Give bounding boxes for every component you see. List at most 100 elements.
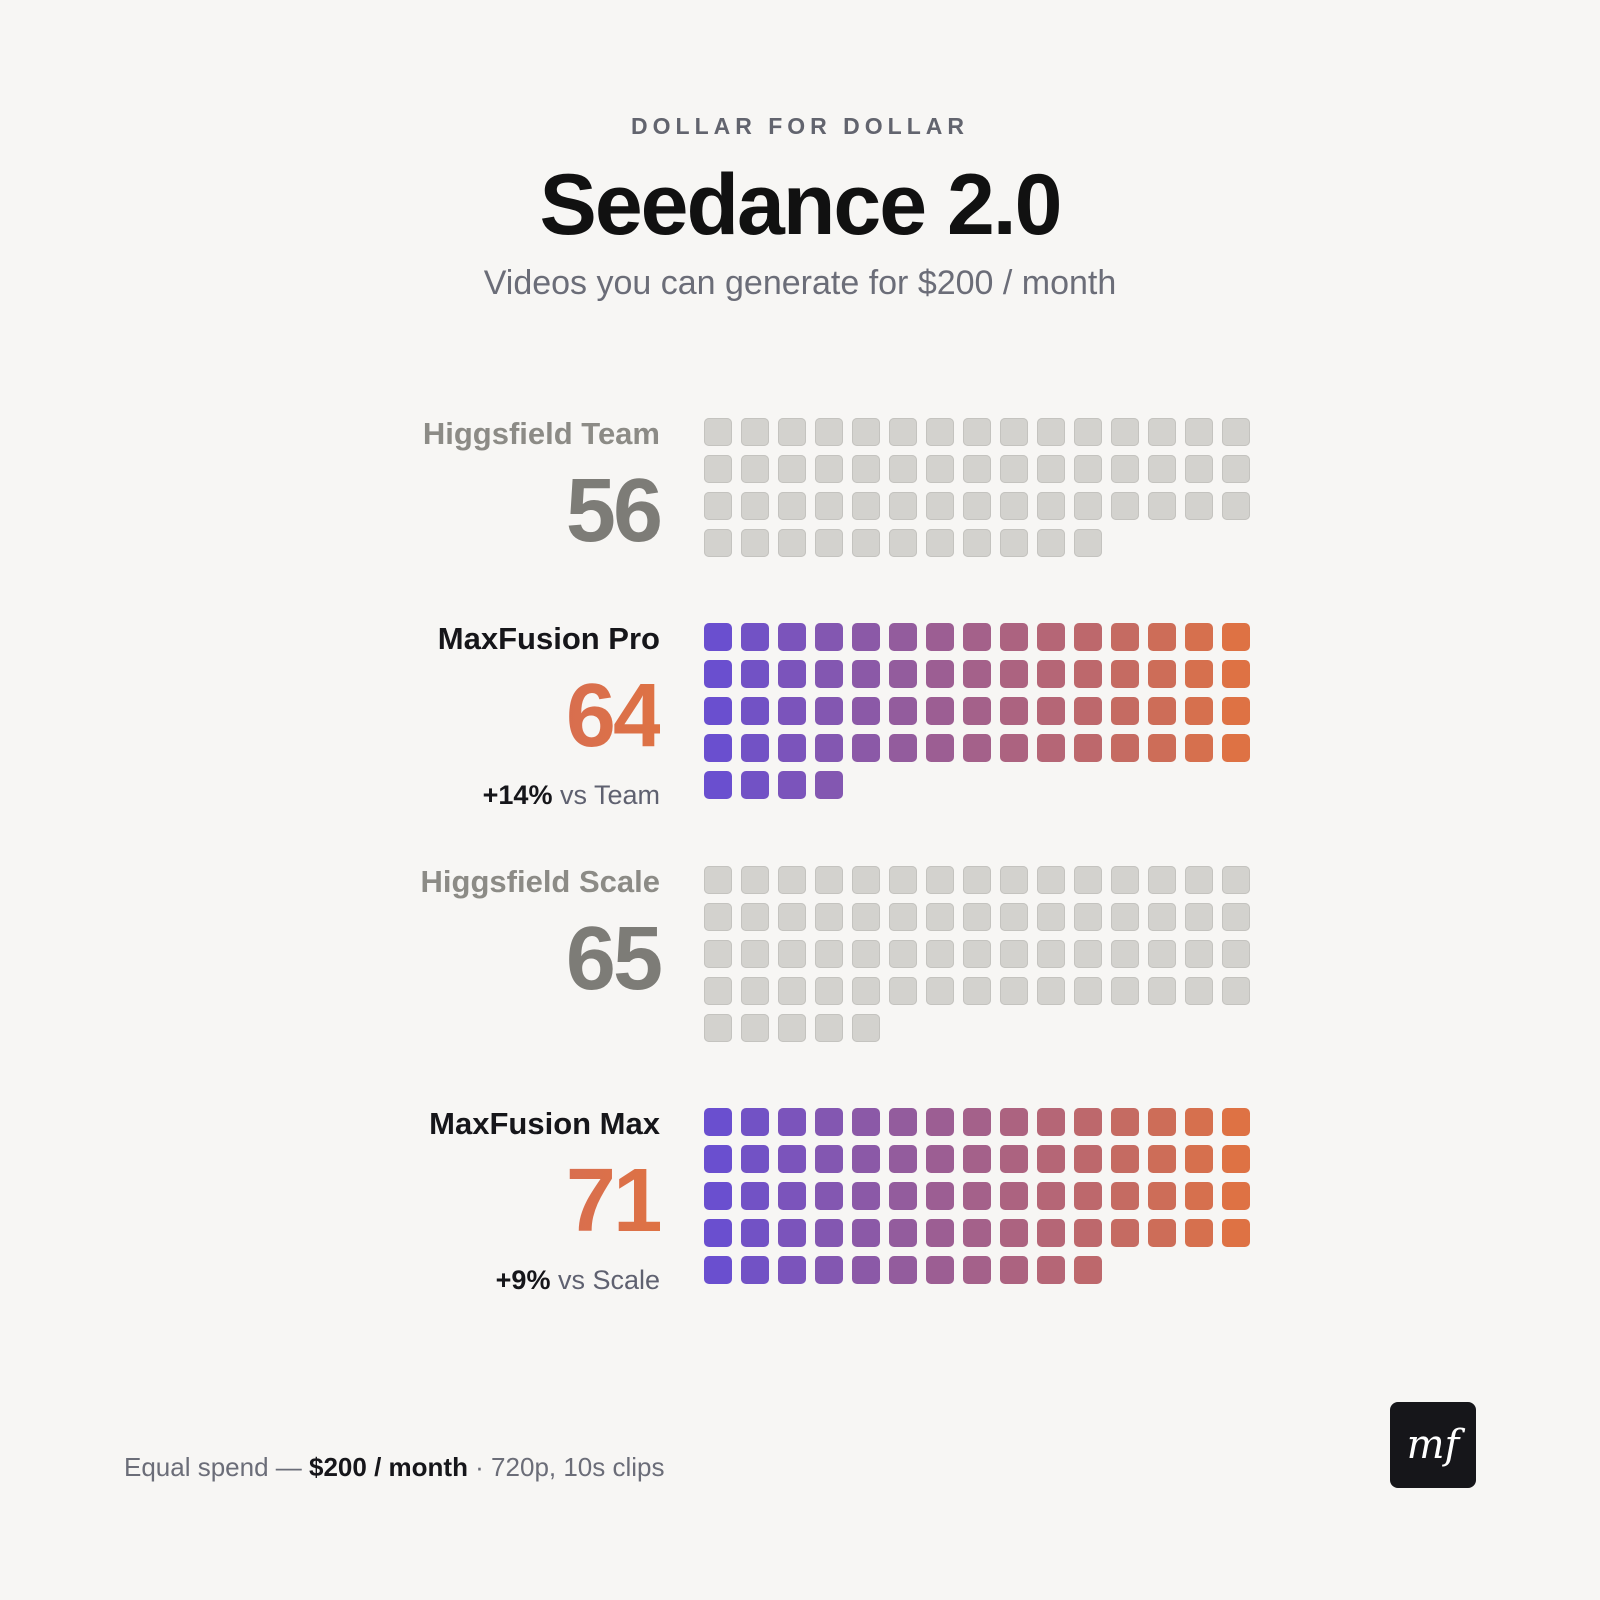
waffle-cell	[1222, 697, 1250, 725]
waffle-cell	[926, 1219, 954, 1247]
waffle-cell	[1185, 623, 1213, 651]
waffle-cell	[926, 1108, 954, 1136]
series-label: Higgsfield Team	[422, 416, 660, 451]
waffle-cell	[741, 1182, 769, 1210]
waffle-cell	[741, 1145, 769, 1173]
waffle-cell	[1222, 660, 1250, 688]
waffle-cell	[1074, 940, 1102, 968]
waffle-cell	[852, 866, 880, 894]
page-title: Seedance 2.0	[539, 157, 1062, 253]
eyebrow: DOLLAR FOR DOLLAR	[631, 113, 969, 139]
waffle-cell	[926, 977, 954, 1005]
waffle-cell	[889, 529, 917, 557]
waffle-cell	[1074, 1182, 1102, 1210]
waffle-cell	[741, 977, 769, 1005]
waffle-cell	[1222, 455, 1250, 483]
waffle-cell	[1074, 734, 1102, 762]
waffle-cell	[852, 697, 880, 725]
waffle-cell	[1148, 697, 1176, 725]
waffle-cell	[1037, 977, 1065, 1005]
waffle-cell	[963, 903, 991, 931]
waffle-cell	[1074, 1108, 1102, 1136]
waffle-cell	[926, 660, 954, 688]
waffle-cell	[815, 492, 843, 520]
waffle-cell	[1111, 1182, 1139, 1210]
waffle-cell	[815, 734, 843, 762]
waffle-cell	[889, 623, 917, 651]
waffle-cell	[1185, 977, 1213, 1005]
waffle-cell	[1037, 660, 1065, 688]
waffle-cell	[963, 734, 991, 762]
waffle-cell	[926, 455, 954, 483]
waffle-cell	[1148, 1219, 1176, 1247]
waffle-cell	[741, 1256, 769, 1284]
waffle-cell	[1000, 903, 1028, 931]
waffle-cell	[1000, 418, 1028, 446]
waffle-cell	[1222, 977, 1250, 1005]
waffle-cell	[704, 734, 732, 762]
comparison-delta: +14%	[482, 780, 553, 810]
waffle-cell	[852, 903, 880, 931]
waffle-cell	[1000, 623, 1028, 651]
waffle-cell	[1222, 866, 1250, 894]
waffle-cell	[815, 1182, 843, 1210]
waffle-cell	[889, 1256, 917, 1284]
waffle-cell	[1222, 734, 1250, 762]
series-label: Higgsfield Scale	[420, 864, 660, 899]
waffle-cell	[815, 697, 843, 725]
waffle-cell	[1148, 492, 1176, 520]
waffle-cell	[741, 1108, 769, 1136]
waffle-cell	[704, 1219, 732, 1247]
waffle-cell	[1111, 1145, 1139, 1173]
waffle-cell	[889, 903, 917, 931]
waffle-cell	[704, 455, 732, 483]
waffle-cell	[1074, 866, 1102, 894]
waffle-cell	[741, 771, 769, 799]
waffle-cell	[704, 940, 732, 968]
comparison-text: vs Scale	[550, 1265, 660, 1295]
waffle-cell	[1037, 418, 1065, 446]
waffle-cell	[778, 492, 806, 520]
waffle-cell	[704, 1182, 732, 1210]
comparison-text: vs Team	[552, 780, 660, 810]
waffle-cell	[1111, 492, 1139, 520]
waffle-cell	[815, 1108, 843, 1136]
waffle-cell	[963, 1108, 991, 1136]
waffle-cell	[926, 903, 954, 931]
waffle-cell	[926, 940, 954, 968]
waffle-cell	[704, 1108, 732, 1136]
waffle-cell	[1037, 1219, 1065, 1247]
waffle-cell	[778, 529, 806, 557]
waffle-cell	[1074, 697, 1102, 725]
waffle-cell	[1111, 1108, 1139, 1136]
waffle-cell	[1000, 940, 1028, 968]
waffle-cell	[704, 1256, 732, 1284]
series-label: MaxFusion Pro	[437, 621, 660, 656]
waffle-cell	[741, 734, 769, 762]
waffle-cell	[963, 492, 991, 520]
waffle-cell	[1000, 492, 1028, 520]
waffle-cell	[1148, 1145, 1176, 1173]
waffle-cell	[704, 660, 732, 688]
waffle-cell	[815, 771, 843, 799]
waffle-cell	[926, 866, 954, 894]
waffle-cell	[852, 977, 880, 1005]
waffle-cell	[1148, 903, 1176, 931]
waffle-cell	[1148, 1182, 1176, 1210]
waffle-cell	[1074, 623, 1102, 651]
waffle-cell	[1074, 529, 1102, 557]
waffle-cell	[1037, 623, 1065, 651]
waffle-cell	[963, 1182, 991, 1210]
waffle-cell	[1222, 492, 1250, 520]
comparison-delta: +9%	[495, 1265, 551, 1295]
waffle-cell	[1185, 1182, 1213, 1210]
waffle-cell	[1222, 623, 1250, 651]
waffle-cell	[852, 940, 880, 968]
waffle-cell	[1148, 977, 1176, 1005]
waffle-cell	[1111, 697, 1139, 725]
waffle-cell	[815, 660, 843, 688]
waffle-cell	[1074, 977, 1102, 1005]
waffle-cell	[1185, 1145, 1213, 1173]
waffle-cell	[704, 977, 732, 1005]
waffle-cell	[1074, 1219, 1102, 1247]
